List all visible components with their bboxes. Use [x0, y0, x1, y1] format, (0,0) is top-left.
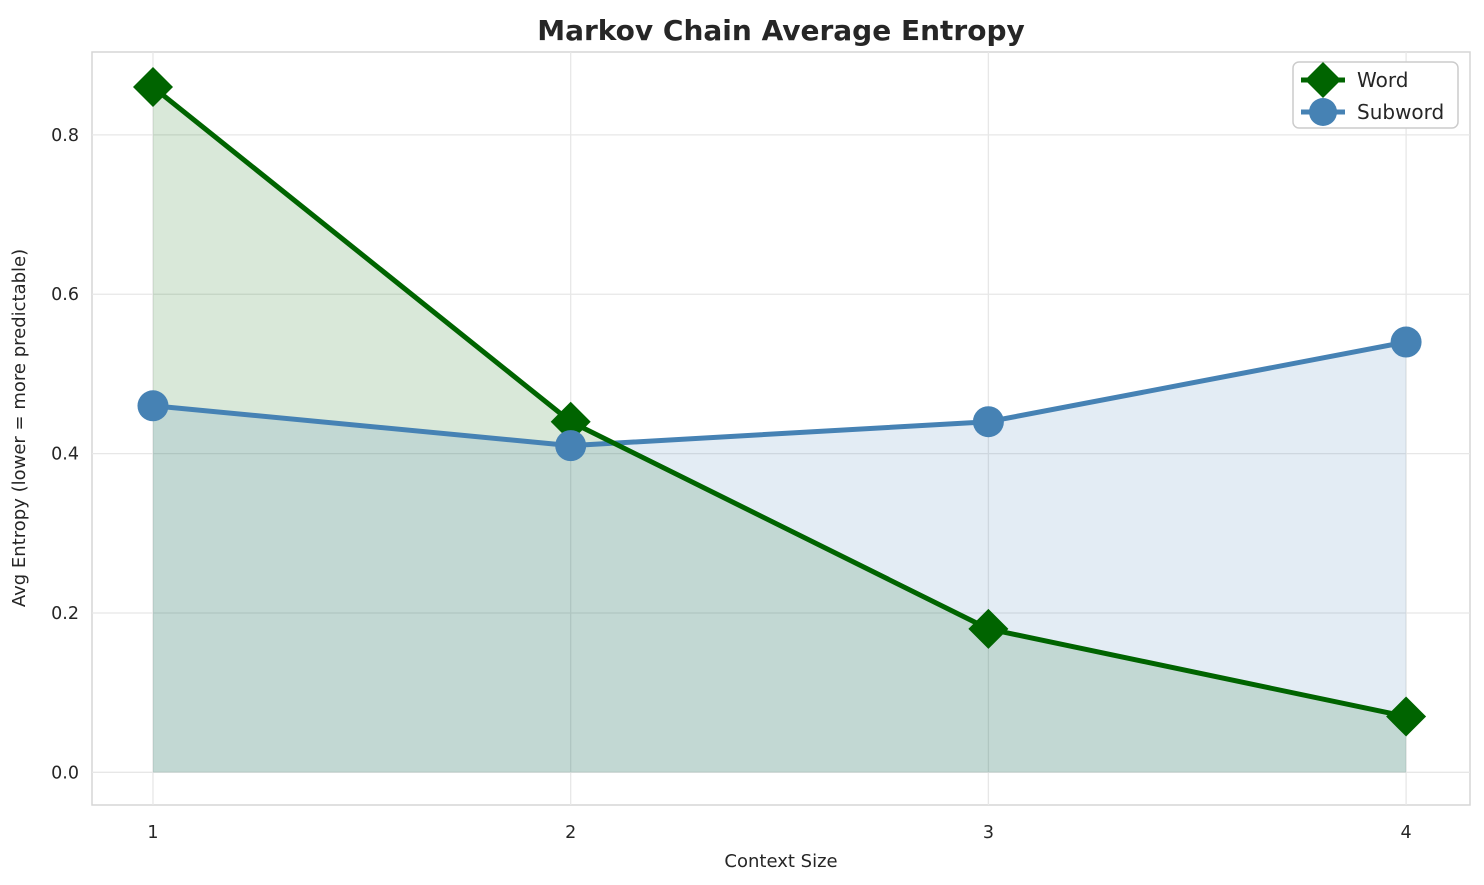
legend-items: Word Subword	[1301, 62, 1444, 126]
fill-area-word	[152, 87, 1407, 773]
x-tick-label: 2	[565, 823, 576, 843]
y-tick-label: 0.8	[51, 126, 79, 146]
series-lines	[151, 85, 1407, 719]
data-point-word	[550, 401, 591, 442]
x-axis-label: Context Size	[724, 851, 837, 872]
circle-icon	[1309, 98, 1337, 126]
chart-title: Markov Chain Average Entropy	[537, 14, 1025, 47]
x-tick-label: 1	[147, 823, 158, 843]
data-point-word	[132, 67, 173, 108]
line-word	[151, 85, 1407, 719]
legend: Word Subword	[1292, 61, 1459, 129]
fill-area-subword	[152, 342, 1407, 773]
data-point-subword	[1390, 326, 1422, 358]
area-fills	[152, 87, 1407, 773]
legend-label: Subword	[1357, 100, 1444, 124]
y-axis-label: Avg Entropy (lower = more predictable)	[9, 249, 30, 607]
y-tick-label: 0.0	[51, 763, 79, 783]
gridlines	[92, 52, 1470, 805]
data-point-word	[968, 608, 1009, 649]
x-tick-label: 4	[1401, 823, 1412, 843]
x-tick-label: 3	[983, 823, 994, 843]
legend-label: Word	[1357, 68, 1408, 92]
data-point-subword	[972, 406, 1004, 438]
y-tick-label: 0.4	[51, 445, 79, 465]
data-point-subword	[555, 430, 587, 462]
y-tick-label: 0.6	[51, 285, 79, 305]
series-markers	[132, 67, 1427, 737]
line-subword	[152, 339, 1407, 449]
diamond-icon	[1305, 62, 1341, 98]
tick-labels: 1 2 3 4 0.0 0.2 0.4 0.6 0.8	[51, 126, 1412, 843]
y-tick-label: 0.2	[51, 604, 79, 624]
data-point-word	[1386, 696, 1427, 737]
data-point-subword	[137, 390, 169, 422]
